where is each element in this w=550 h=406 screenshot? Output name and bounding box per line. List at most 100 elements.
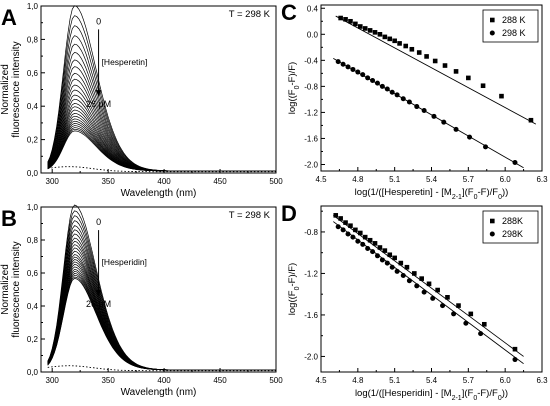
data-point — [387, 252, 393, 258]
data-point — [345, 64, 351, 70]
arrow-head-icon — [95, 290, 102, 297]
x-tick-label: 450 — [213, 376, 227, 385]
spectrum-line — [47, 130, 276, 172]
arrow-start-label: 0 — [96, 16, 101, 26]
data-point — [340, 227, 346, 233]
y-tick-label: 0,8 — [27, 35, 39, 44]
panel-label: A — [1, 5, 17, 30]
data-point — [421, 289, 427, 295]
data-point — [338, 15, 343, 21]
x-tick-label: 4.5 — [315, 376, 327, 385]
data-point — [478, 331, 484, 337]
panel-b: 300 350 400 450 500 0,0 0,2 0,4 0,6 0,8 1,0 B T = 29… — [0, 203, 283, 398]
data-point — [384, 86, 390, 92]
data-point — [394, 92, 400, 98]
x-tick-label: 6.0 — [500, 376, 512, 385]
data-point — [412, 271, 417, 276]
data-point — [379, 83, 385, 89]
spectrum-line — [47, 25, 276, 172]
data-point — [365, 246, 371, 252]
data-point — [424, 54, 429, 59]
x-axis-label: log(1/([Hesperidin] - [M2-1](F0-F)/F0)) — [355, 388, 508, 402]
data-point — [382, 248, 388, 253]
data-point — [370, 78, 376, 84]
spectrum-line — [47, 15, 276, 172]
y-axis-label: fluorescence intensity — [11, 41, 22, 137]
y-tick-label: 1,0 — [27, 2, 39, 11]
data-point — [350, 66, 356, 72]
y-tick-label: -0.8 — [304, 228, 318, 237]
quencher-label: [Hesperetin] — [102, 57, 148, 67]
data-point — [466, 75, 471, 81]
y-tick-label: 0,6 — [27, 69, 39, 78]
x-tick-label: 5.4 — [426, 376, 438, 385]
data-point — [414, 283, 420, 289]
y-tick-label: 0,4 — [27, 302, 39, 311]
legend-square-icon — [490, 17, 495, 23]
spectrum-line — [47, 271, 276, 371]
data-point — [442, 63, 448, 68]
data-point — [355, 238, 361, 244]
fit-line — [333, 57, 524, 169]
spectrum-line — [47, 106, 276, 172]
data-point — [377, 245, 383, 250]
data-point — [338, 216, 343, 221]
data-point — [335, 224, 341, 230]
data-point — [431, 113, 437, 119]
data-point — [416, 50, 422, 55]
data-point — [348, 223, 353, 229]
temperature-annotation: T = 298 K — [229, 9, 271, 20]
x-tick-label: 5.1 — [389, 376, 401, 385]
x-tick-label: 350 — [101, 376, 115, 385]
spectrum-line — [47, 59, 276, 172]
panel-c: 4.5 4.8 5.1 5.4 5.7 6.0 6.3 -2.0 -1.6 -1.2 -0.8 -0.… — [281, 0, 548, 201]
data-point — [481, 321, 487, 327]
data-point — [432, 58, 438, 64]
spectrum-line — [47, 229, 276, 371]
y-tick-label: 0,6 — [27, 269, 39, 278]
x-tick-label: 4.5 — [315, 175, 327, 184]
series-298k — [333, 57, 524, 169]
x-tick-label: 450 — [213, 177, 227, 186]
data-point — [483, 144, 489, 150]
legend-entry: 288 K — [502, 15, 526, 25]
data-point — [374, 80, 380, 86]
legend-square-icon — [490, 218, 495, 224]
data-point — [400, 273, 406, 279]
data-point — [414, 104, 420, 110]
data-point — [350, 234, 356, 240]
x-tick-label: 4.8 — [352, 376, 364, 385]
y-tick-label: -2.0 — [304, 352, 318, 361]
data-point — [357, 230, 363, 236]
data-point — [379, 257, 385, 263]
data-point — [453, 126, 459, 132]
x-axis-label: Wavelength (nm) — [121, 387, 197, 398]
y-tick-label: 0,0 — [27, 169, 39, 178]
spectrum-line — [47, 66, 276, 172]
data-point — [463, 320, 469, 326]
spectrum-line — [47, 127, 276, 172]
x-tick-label: 5.1 — [389, 175, 401, 184]
legend-entry: 298 K — [502, 28, 526, 38]
x-tick-label: 5.7 — [463, 175, 475, 184]
data-point — [406, 278, 412, 284]
spectrum-line — [47, 98, 276, 172]
data-point — [345, 231, 351, 237]
data-point — [468, 311, 474, 317]
data-point — [421, 107, 427, 113]
x-tick-label: 6.3 — [536, 175, 548, 184]
data-point — [357, 24, 363, 29]
y-tick-label: 0,2 — [27, 335, 39, 344]
y-tick-label: -1.6 — [304, 311, 318, 320]
data-point — [512, 346, 518, 352]
panel-a: 300 350 400 450 500 0,0 0,2 0,4 0,6 0,8 1,0 A T = 29… — [0, 2, 283, 199]
spectrum-line — [47, 278, 276, 371]
quencher-label: [Hesperidin] — [102, 257, 147, 267]
spectrum-line — [47, 256, 276, 371]
data-point — [362, 26, 368, 31]
data-point — [451, 311, 457, 317]
arrow-end-label: 26 μM — [86, 99, 111, 109]
x-tick-label: 500 — [269, 177, 283, 186]
data-point — [430, 295, 436, 301]
series-288k — [335, 15, 537, 125]
